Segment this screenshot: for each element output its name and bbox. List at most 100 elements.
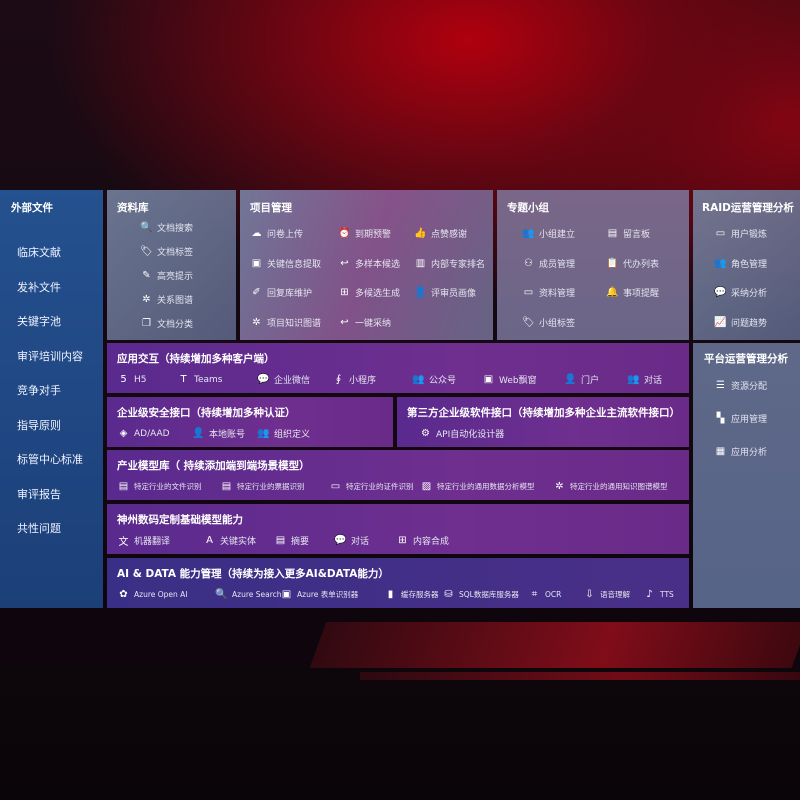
item-app-7[interactable]: 👥 对话	[627, 373, 662, 386]
item-group-1[interactable]: ▤ 留言板	[606, 227, 650, 240]
item-label: 问题趋势	[731, 318, 768, 329]
external-item[interactable]: 标管中心标准	[17, 453, 83, 466]
item-label: 小组标签	[539, 318, 576, 329]
item-raid-1[interactable]: 👥 角色管理	[714, 257, 767, 270]
item-platform-1[interactable]: ▚ 应用管理	[714, 412, 767, 425]
item-app-3[interactable]: ∮ 小程序	[332, 373, 376, 386]
item-library-0[interactable]: 🔍 文档搜索	[140, 221, 193, 234]
item-base-0[interactable]: 文机器翻译	[117, 534, 171, 548]
translate-icon: 文	[118, 537, 129, 548]
item-library-1[interactable]: 🏷 文档标签	[140, 245, 193, 258]
item-industry-3[interactable]: ▨ 特定行业的通用数据分析模型	[420, 480, 535, 493]
item-group-4[interactable]: ▭ 资料管理	[522, 286, 575, 299]
external-item[interactable]: 指导原则	[17, 418, 61, 432]
user-add-icon: ⚇	[524, 257, 533, 269]
decor-stripe	[309, 622, 800, 668]
item-ai-6[interactable]: ⇩ 语音理解	[583, 588, 630, 601]
item-app-2[interactable]: 💬 企业微信	[257, 373, 310, 386]
item-project-3[interactable]: ▣ 关键信息提取	[250, 257, 321, 270]
item-industry-0[interactable]: ▤ 特定行业的文件识别	[117, 480, 202, 493]
item-base-1[interactable]: A 关键实体	[203, 534, 256, 547]
item-ai-3[interactable]: ▮ 缓存服务器	[384, 588, 439, 601]
item-base-2[interactable]: ▤ 摘要	[274, 534, 309, 547]
item-project-8[interactable]: 👤 评审员画像	[414, 286, 476, 299]
item-project-10[interactable]: ↩ 一键采纳	[338, 316, 391, 329]
item-label: 组织定义	[274, 430, 311, 440]
item-project-2[interactable]: 👍 点赞感谢	[414, 227, 467, 240]
entity-icon: A	[206, 535, 213, 546]
item-label: 本地账号	[209, 430, 246, 440]
item-group-5[interactable]: 🔔 事项提醒	[606, 286, 659, 299]
item-library-2[interactable]: ✎ 高亮提示	[140, 269, 193, 282]
item-library-3[interactable]: ✲ 关系图谱	[140, 293, 193, 306]
item-ai-1[interactable]: 🔍 Azure Search	[215, 588, 282, 601]
item-app-5[interactable]: ▣ Web飘窗	[482, 373, 537, 386]
item-group-2[interactable]: ⚇ 成员管理	[522, 257, 575, 270]
item-base-3[interactable]: 💬 对话	[334, 534, 369, 547]
item-label: Azure Search	[232, 590, 282, 599]
item-project-5[interactable]: ▥ 内部专家排名	[414, 257, 485, 270]
item-ai-7[interactable]: ♪ TTS	[643, 588, 674, 601]
item-industry-4[interactable]: ✲ 特定行业的通用知识图谱模型	[553, 480, 667, 493]
item-group-6[interactable]: 🏷 小组标签	[522, 316, 575, 329]
item-ai-5[interactable]: ⌗ OCR	[528, 588, 562, 601]
external-item[interactable]: 发补文件	[17, 280, 61, 294]
external-item[interactable]: 共性问题	[17, 522, 61, 535]
item-project-9[interactable]: ✲ 项目知识图谱	[250, 316, 321, 329]
item-label: 高亮提示	[157, 272, 194, 282]
item-thirdparty-0[interactable]: ⚙ API自动化设计器	[419, 427, 504, 440]
item-label: 企业微信	[274, 376, 311, 386]
external-item[interactable]: 关键字池	[17, 315, 61, 328]
item-raid-2[interactable]: 💬 采纳分析	[714, 286, 767, 299]
item-project-1[interactable]: ⏰ 到期预警	[338, 227, 391, 240]
item-project-4[interactable]: ↩ 多样本候选	[338, 257, 400, 270]
chart-icon: ▨	[421, 481, 432, 492]
analytics-icon: ▦	[715, 446, 726, 457]
item-label: SQL数据库服务器	[459, 590, 519, 599]
item-app-4[interactable]: 👥 公众号	[412, 373, 456, 386]
users-icon: 👥	[522, 228, 535, 239]
form-icon: ▣	[281, 589, 292, 600]
external-item[interactable]: 临床文献	[17, 246, 61, 259]
item-label: 特定行业的文件识别	[134, 482, 202, 491]
apps-icon: ▚	[716, 413, 725, 424]
item-ai-0[interactable]: ✿ Azure Open AI	[117, 588, 187, 601]
item-industry-2[interactable]: ▭ 特定行业的证件识别	[329, 480, 414, 493]
item-label: 关键信息提取	[267, 259, 322, 270]
item-security-2[interactable]: 👥 组织定义	[257, 427, 310, 440]
external-item[interactable]: 审评报告	[17, 487, 61, 501]
item-app-6[interactable]: 👤 门户	[564, 373, 599, 386]
item-base-4[interactable]: ⊞ 内容合成	[396, 534, 449, 547]
item-app-0[interactable]: 5 H5	[117, 373, 146, 386]
item-project-7[interactable]: ⊞ 多候选生成	[338, 286, 400, 299]
item-label: 项目知识图谱	[267, 318, 322, 329]
trend-icon: 📈	[714, 316, 727, 328]
item-ai-4[interactable]: ⛁ SQL数据库服务器	[442, 588, 519, 601]
item-industry-1[interactable]: ▤ 特定行业的票据识别	[220, 480, 305, 493]
item-label: 关键实体	[220, 537, 257, 547]
window-icon: ▣	[251, 257, 262, 269]
external-item[interactable]: 审评培训内容	[17, 349, 83, 363]
panel-title: 第三方企业级软件接口（持续增加多种企业主流软件接口）	[407, 407, 680, 419]
item-project-6[interactable]: ✐ 回复库维护	[250, 286, 312, 299]
item-library-4[interactable]: ❐ 文档分类	[140, 317, 193, 330]
panel-title: AI & DATA 能力管理（持续为接入更多AI&DATA能力）	[117, 568, 389, 580]
thirdparty-panel: 第三方企业级软件接口（持续增加多种企业主流软件接口） ⚙ API自动化设计器	[397, 397, 689, 447]
item-label: 对话	[351, 537, 370, 547]
item-security-1[interactable]: 👤 本地账号	[192, 427, 245, 440]
doc-icon: ▤	[118, 481, 129, 492]
item-app-1[interactable]: T Teams	[177, 373, 222, 386]
item-project-0[interactable]: ☁ 问卷上传	[250, 227, 304, 240]
item-ai-2[interactable]: ▣ Azure 表单识别器	[280, 588, 358, 601]
doc-search-icon: 🔍	[140, 222, 153, 233]
item-label: 多候选生成	[355, 289, 401, 299]
item-security-0[interactable]: ◈ AD/AAD	[117, 427, 170, 440]
item-group-3[interactable]: 📋 代办列表	[606, 257, 659, 270]
item-raid-0[interactable]: ▭ 用户锻炼	[714, 227, 767, 240]
item-group-0[interactable]: 👥 小组建立	[522, 227, 575, 240]
item-raid-3[interactable]: 📈 问题趋势	[714, 316, 767, 329]
item-platform-2[interactable]: ▦ 应用分析	[714, 445, 767, 458]
item-platform-0[interactable]: ☰ 资源分配	[714, 379, 767, 392]
doc-icon: ▤	[275, 535, 286, 546]
external-item[interactable]: 竞争对手	[17, 384, 61, 397]
